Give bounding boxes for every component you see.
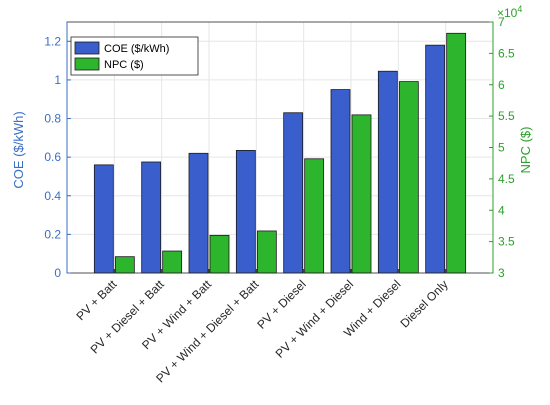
right-y-tick-label: 4 [498, 203, 505, 217]
right-y-tick-label: 6 [498, 78, 505, 92]
exponent-base: ×10 [497, 6, 518, 20]
bar-npc [162, 250, 183, 274]
bar-npc [256, 230, 277, 274]
bar-npc [398, 81, 419, 274]
right-y-tick-label: 5.5 [498, 109, 515, 123]
right-y-tick-label: 3.5 [498, 235, 515, 249]
left-y-tick-label: 1 [54, 73, 61, 87]
right-y-tick-label: 4.5 [498, 172, 515, 186]
left-y-tick-label: 0.4 [44, 189, 61, 203]
bar-coe [188, 152, 209, 274]
x-tick-label: Diesel Only [398, 277, 451, 330]
bar-coe [283, 112, 304, 274]
right-y-tick-label: 3 [498, 266, 505, 280]
right-y-tick-label: 7 [498, 15, 505, 29]
bar-npc [304, 158, 325, 274]
bar-coe [93, 164, 114, 274]
left-y-axis-title: COE ($/kWh) [11, 111, 26, 188]
left-y-tick-label: 0.6 [44, 150, 61, 164]
bar-npc [446, 32, 467, 274]
right-y-tick-label: 6.5 [498, 46, 515, 60]
legend-label-npc: NPC ($) [104, 59, 144, 71]
legend-swatch-npc [74, 57, 100, 71]
bar-coe [330, 89, 351, 274]
x-tick-label: PV + Batt [73, 277, 119, 323]
left-y-ticks: 0 0.2 0.4 0.6 0.8 1 1.2 [44, 34, 71, 280]
right-y-tick-label: 5 [498, 141, 505, 155]
exponent-power: 4 [517, 4, 522, 14]
left-y-tick-label: 0.8 [44, 112, 61, 126]
left-y-tick-label: 0.2 [44, 227, 61, 241]
legend: COE ($/kWh) NPC ($) [70, 36, 199, 76]
left-y-tick-label: 0 [54, 266, 61, 280]
right-axis-exponent: ×104 [497, 4, 522, 20]
left-y-tick-label: 1.2 [44, 34, 61, 48]
legend-label-coe: COE ($/kWh) [104, 43, 169, 55]
bar-npc [351, 114, 372, 274]
bar-coe [425, 44, 446, 274]
bar-coe [141, 161, 162, 274]
bar-coe [235, 149, 256, 274]
legend-swatch-coe [74, 41, 100, 55]
bar-npc [209, 234, 230, 274]
bars [93, 32, 467, 274]
right-y-ticks: 3 3.5 4 4.5 5 5.5 6 6.5 7 [489, 15, 515, 280]
bar-npc [114, 256, 135, 274]
bar-coe [377, 70, 398, 274]
right-y-axis-title: NPC ($) [518, 127, 533, 174]
